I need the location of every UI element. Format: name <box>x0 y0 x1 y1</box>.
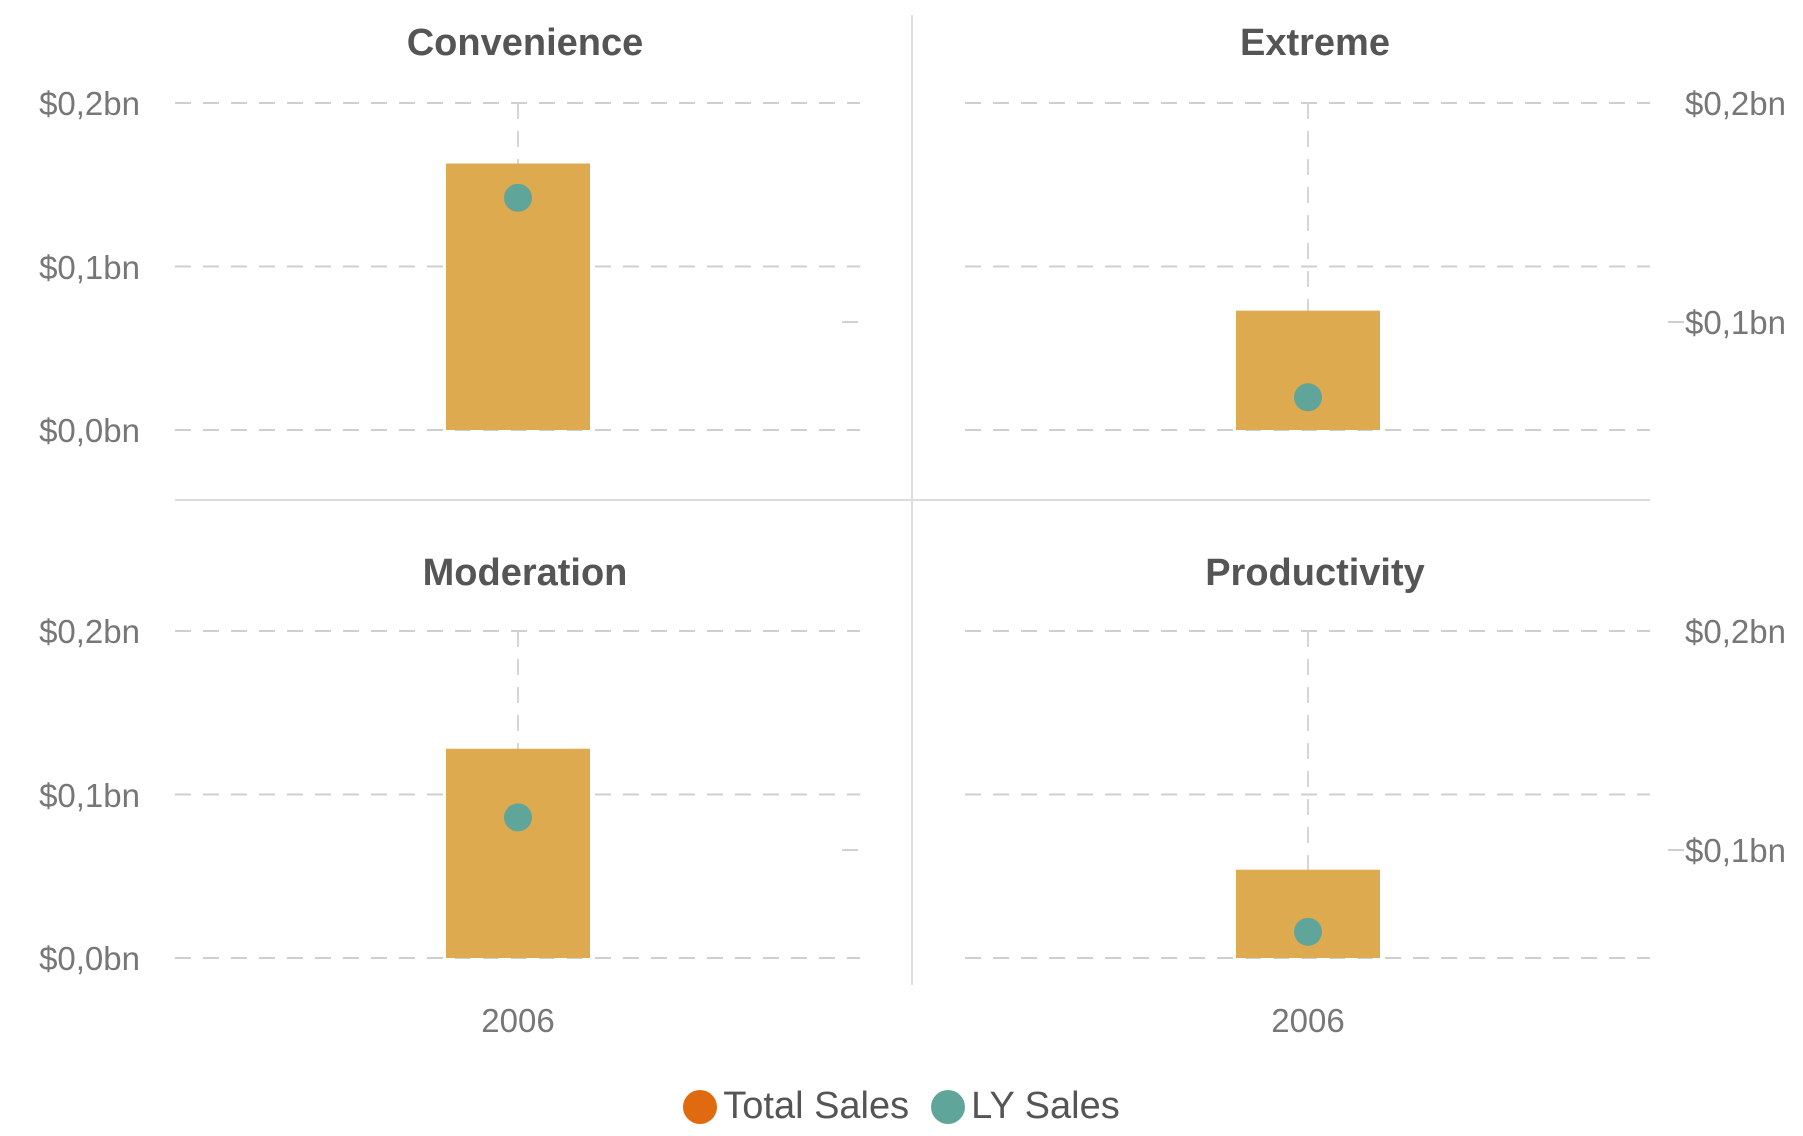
panel-title-productivity: Productivity <box>1205 552 1425 594</box>
dot-ly-sales-moderation <box>504 803 532 832</box>
legend-swatch-total-sales <box>683 1089 718 1124</box>
bar-total-sales-extreme <box>1236 310 1380 430</box>
panel-title-convenience: Convenience <box>407 22 644 64</box>
tick-label-extreme-1: $0,1bn <box>1685 304 1786 341</box>
tick-label-moderation-2: $0,0bn <box>39 940 140 977</box>
tick-label-convenience-1: $0,1bn <box>39 249 140 286</box>
legend-swatch-ly-sales <box>931 1089 966 1124</box>
tick-label-convenience-0: $0,2bn <box>39 85 140 122</box>
legend-label-total-sales: Total Sales <box>723 1085 910 1127</box>
x-tick-label-0: 2006 <box>481 1002 554 1039</box>
x-tick-label-1: 2006 <box>1271 1002 1344 1039</box>
panel-title-extreme: Extreme <box>1240 22 1390 64</box>
panel-title-moderation: Moderation <box>423 552 628 594</box>
tick-label-extreme-0: $0,2bn <box>1685 85 1786 122</box>
legend-item-total-sales[interactable]: Total Sales <box>683 1085 909 1128</box>
dot-ly-sales-convenience <box>504 183 532 212</box>
legend-label-ly-sales: LY Sales <box>971 1085 1120 1127</box>
dot-ly-sales-productivity <box>1294 917 1322 946</box>
tick-label-moderation-1: $0,1bn <box>39 777 140 814</box>
legend: Total Sales LY Sales <box>0 1085 1803 1128</box>
dot-ly-sales-extreme <box>1294 383 1322 412</box>
tick-label-convenience-2: $0,0bn <box>39 412 140 449</box>
tick-label-productivity-1: $0,1bn <box>1685 832 1786 869</box>
tick-label-productivity-0: $0,2bn <box>1685 613 1786 650</box>
bar-total-sales-moderation <box>446 748 590 958</box>
legend-item-ly-sales[interactable]: LY Sales <box>931 1085 1120 1128</box>
tick-label-moderation-0: $0,2bn <box>39 613 140 650</box>
